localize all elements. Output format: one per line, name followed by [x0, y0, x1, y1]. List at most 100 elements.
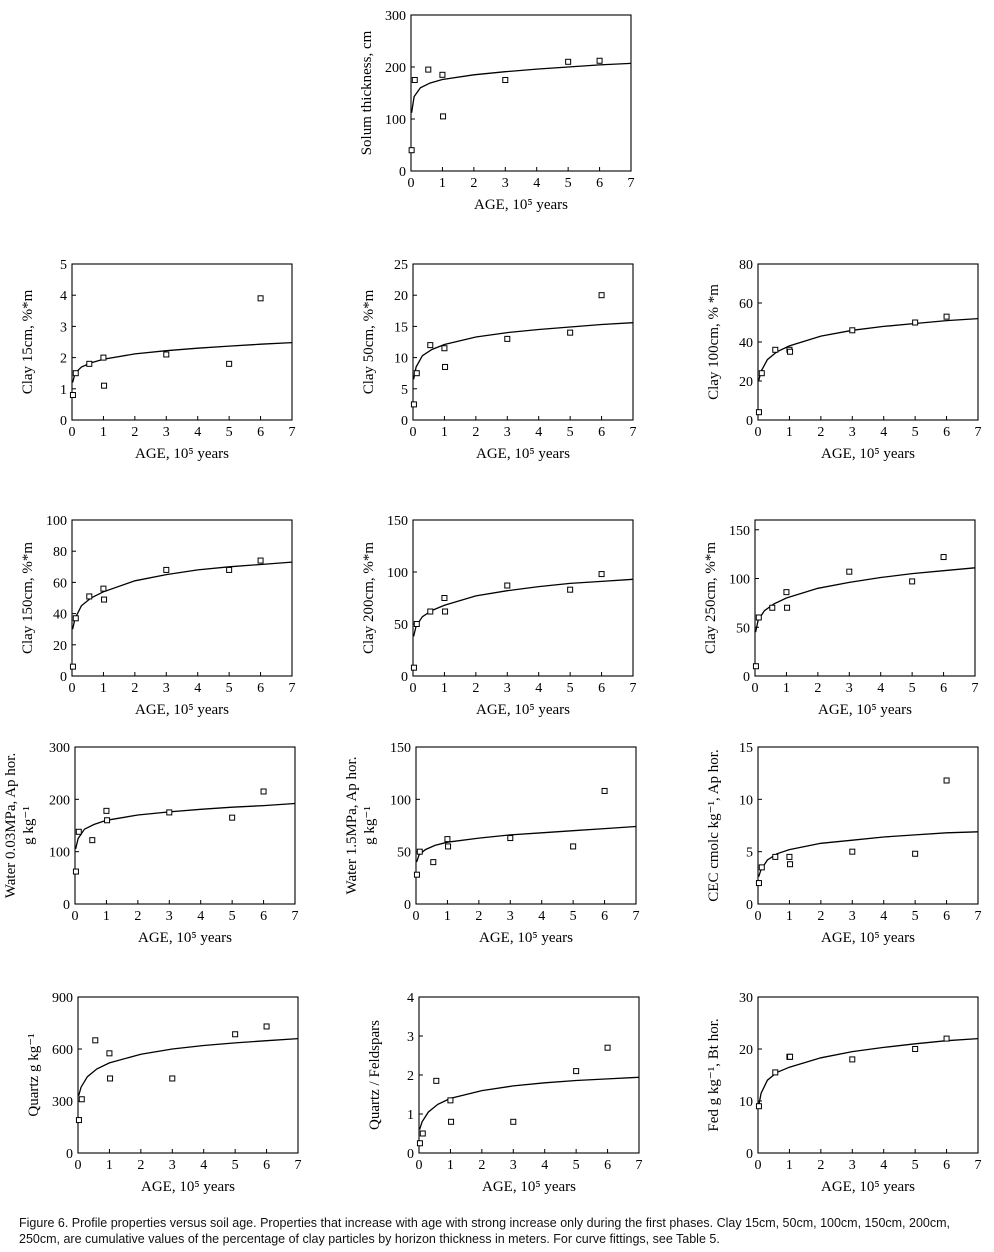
- data-point: [849, 848, 856, 855]
- x-tick-label: 3: [846, 681, 853, 696]
- y-axis-label: CEC cmolc kg⁻¹, Ap hor.: [706, 749, 722, 901]
- data-point: [410, 664, 417, 671]
- data-point: [413, 370, 420, 377]
- x-tick-label: 5: [912, 425, 919, 440]
- x-tick-label: 7: [628, 176, 635, 191]
- x-tick-label: 5: [565, 176, 572, 191]
- data-point: [257, 557, 264, 564]
- x-tick-label: 0: [72, 909, 79, 924]
- fit-curve: [410, 62, 632, 113]
- plot-frame: [412, 263, 634, 421]
- data-point: [504, 335, 511, 342]
- plot-frame: [757, 746, 979, 905]
- x-tick-label: 4: [880, 425, 887, 440]
- data-point: [442, 363, 449, 370]
- x-axis-label: AGE, 10⁵ years: [821, 446, 915, 462]
- data-point: [416, 848, 423, 855]
- data-point: [226, 360, 233, 367]
- x-tick-label: 0: [755, 425, 762, 440]
- x-tick-label: 6: [257, 425, 264, 440]
- panel-11: 0 1 2 3 4 5 6 7 0 300 600 900 AGE, 10⁵ years Quartz g…: [26, 991, 302, 1195]
- data-point: [912, 319, 919, 326]
- data-point: [772, 853, 779, 860]
- data-point: [769, 604, 776, 611]
- data-point: [430, 859, 437, 866]
- x-tick-label: 2: [817, 909, 824, 924]
- x-tick-label: 6: [940, 681, 947, 696]
- y-tick-label: 0: [746, 414, 753, 429]
- data-point: [787, 1053, 794, 1060]
- y-tick-label: 100: [387, 566, 408, 581]
- data-point: [567, 329, 574, 336]
- data-point: [427, 342, 434, 349]
- x-tick-label: 4: [533, 176, 540, 191]
- x-tick-label: 7: [630, 681, 637, 696]
- x-tick-label: 2: [134, 909, 141, 924]
- x-tick-label: 5: [229, 909, 236, 924]
- data-point: [163, 566, 170, 573]
- x-tick-label: 5: [912, 909, 919, 924]
- x-tick-label: 2: [472, 681, 479, 696]
- data-point: [912, 850, 919, 857]
- fit-curve: [757, 317, 979, 382]
- x-tick-label: 0: [416, 1158, 423, 1173]
- data-point: [755, 1103, 762, 1110]
- x-tick-label: 6: [943, 1158, 950, 1173]
- data-point: [78, 1096, 85, 1103]
- y-tick-label: 25: [394, 258, 408, 273]
- data-point: [413, 621, 420, 627]
- y-tick-label: 100: [729, 573, 750, 588]
- plot-frame: [71, 263, 293, 421]
- data-point: [604, 1044, 611, 1051]
- data-point: [163, 351, 170, 358]
- x-tick-label: 6: [263, 1158, 270, 1173]
- x-tick-label: 1: [444, 909, 451, 924]
- data-point: [849, 327, 856, 334]
- data-point: [101, 596, 108, 603]
- y-tick-label: 150: [390, 741, 411, 756]
- y-tick-label: 10: [739, 793, 753, 808]
- x-tick-label: 4: [194, 425, 201, 440]
- data-point: [100, 354, 107, 361]
- data-point: [784, 604, 791, 611]
- data-point: [940, 554, 947, 561]
- x-tick-label: 7: [633, 909, 640, 924]
- panel-1: 0 1 2 3 4 5 6 7 0 100 200 300 AGE, 10⁵ years Solum th…: [359, 9, 635, 213]
- y-tick-label: 20: [53, 639, 67, 654]
- x-tick-label: 5: [567, 681, 574, 696]
- data-point: [72, 868, 79, 875]
- y-tick-label: 300: [385, 9, 406, 24]
- x-tick-label: 1: [447, 1158, 454, 1173]
- x-tick-label: 7: [630, 425, 637, 440]
- data-point: [596, 57, 603, 64]
- data-point: [72, 615, 79, 622]
- x-tick-label: 3: [849, 425, 856, 440]
- x-tick-label: 5: [573, 1158, 580, 1173]
- data-point: [408, 147, 415, 154]
- data-point: [439, 71, 446, 78]
- x-tick-label: 7: [295, 1158, 302, 1173]
- x-tick-label: 7: [289, 681, 296, 696]
- y-tick-label: 150: [729, 524, 750, 539]
- x-tick-label: 3: [507, 909, 514, 924]
- y-axis-label: Clay 50cm, %*m: [361, 289, 377, 394]
- x-tick-label: 1: [786, 909, 793, 924]
- data-point: [411, 77, 418, 83]
- x-tick-label: 6: [601, 909, 608, 924]
- x-tick-label: 6: [257, 681, 264, 696]
- data-point: [442, 608, 449, 615]
- x-tick-label: 3: [504, 681, 511, 696]
- x-tick-label: 7: [975, 425, 982, 440]
- fit-curve: [418, 1076, 640, 1130]
- data-point: [257, 295, 264, 302]
- x-tick-label: 3: [504, 425, 511, 440]
- data-point: [755, 409, 762, 416]
- data-point: [758, 864, 765, 871]
- panel-9: 0 1 2 3 4 5 6 7 0 50 100 150 AGE, 10⁵ years Water 1.5…: [344, 741, 640, 946]
- data-point: [787, 861, 794, 868]
- x-tick-label: 2: [478, 1158, 485, 1173]
- data-point: [573, 1068, 580, 1075]
- data-point: [69, 392, 76, 399]
- y-tick-label: 0: [399, 165, 406, 180]
